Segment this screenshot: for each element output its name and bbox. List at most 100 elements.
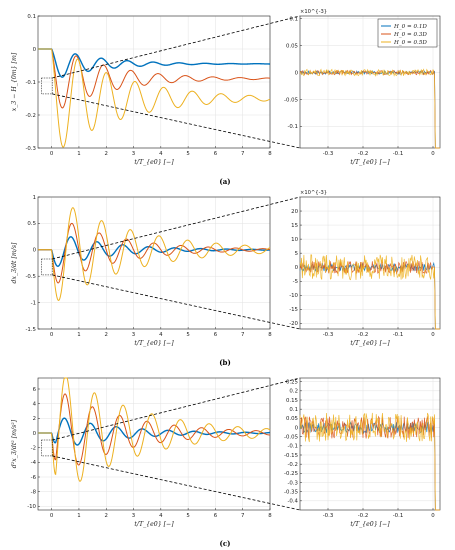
y-tick-label: 0 (33, 47, 37, 53)
y-tick-label: 10 (291, 237, 298, 243)
x-tick-label: -0.1 (393, 332, 404, 338)
x-tick-label: 2 (105, 513, 108, 519)
y-tick-label: -0.05 (284, 97, 298, 103)
x-tick-label: -0.2 (358, 332, 369, 338)
y-tick-label: 0.15 (286, 398, 298, 404)
x-axis-label: t/T_{e0} [−] (134, 159, 174, 166)
y-tick-label: -0.1 (287, 444, 298, 450)
y-axis-label: x_3 − H_{0m} [m] (11, 52, 18, 111)
x-tick-label: -0.3 (323, 513, 334, 519)
y-tick-label: 0.1 (289, 16, 298, 22)
y-tick-label: 0.2 (289, 389, 298, 395)
zoom-box (41, 258, 53, 276)
y-tick-label: 0 (33, 431, 37, 437)
y-tick-label: -5 (293, 279, 298, 285)
y-tick-label: 0.1 (289, 407, 298, 413)
zoom-connector (52, 455, 301, 511)
zoom-connector (52, 377, 301, 441)
x-tick-label: 0 (50, 151, 54, 157)
y-tick-label: 0.1 (27, 14, 36, 20)
x-tick-label: 6 (214, 151, 218, 157)
y-tick-label: -15 (289, 307, 298, 313)
series-line (299, 68, 440, 149)
y-tick-label: -0.25 (284, 471, 298, 477)
x-tick-label: -0.2 (358, 513, 369, 519)
x-tick-label: 5 (186, 151, 189, 157)
x-tick-label: 0 (431, 151, 435, 157)
y-tick-label: -0.35 (284, 489, 298, 495)
x-tick-label: -0.2 (358, 151, 369, 157)
y-tick-label: 0 (295, 70, 299, 76)
y-axis-label: dx_3/dt [m/s] (11, 242, 18, 284)
x-tick-label: 2 (105, 332, 108, 338)
y-tick-label: -1.5 (25, 327, 36, 333)
series-line (38, 48, 271, 148)
y-tick-label: 2 (33, 416, 36, 422)
y-tick-label: 0.5 (27, 221, 36, 227)
x-tick-label: 1 (77, 151, 80, 157)
x-tick-label: 0 (50, 332, 54, 338)
y-tick-label: 4 (33, 401, 37, 407)
zoom-box (41, 77, 53, 95)
zoom-connector (52, 274, 301, 330)
y-tick-label: -8 (31, 489, 37, 495)
x-tick-label: -0.1 (393, 151, 404, 157)
series-line (299, 412, 440, 511)
plot-frame (37, 377, 271, 511)
y-tick-label: -0.15 (284, 453, 298, 459)
y-tick-label: 0.05 (286, 43, 298, 49)
y-tick-label: 5 (295, 251, 298, 257)
y-tick-label: -0.3 (25, 146, 36, 152)
axis-exponent: ×10^{-3} (300, 9, 327, 15)
y-tick-label: -2 (31, 445, 36, 451)
plot-frame (37, 15, 271, 149)
x-tick-label: 3 (132, 332, 135, 338)
caption-a: (a) (219, 177, 230, 186)
y-tick-label: -0.1 (287, 124, 298, 130)
x-tick-label: 7 (241, 151, 244, 157)
legend-label: H_0 = 0.1D (393, 24, 427, 30)
y-tick-label: 6 (33, 387, 37, 393)
x-tick-label: 8 (268, 151, 272, 157)
x-tick-label: 4 (159, 151, 163, 157)
series-line (38, 236, 271, 267)
x-axis-label: t/T_{e0} [−] (134, 340, 174, 347)
x-axis-label: t/T_{e0} [−] (350, 521, 390, 528)
plot-frame (299, 15, 441, 149)
y-tick-label: 15 (291, 223, 298, 229)
x-tick-label: 7 (241, 332, 244, 338)
y-tick-label: -10 (289, 293, 298, 299)
zoom-box (41, 439, 53, 457)
x-tick-label: 0 (50, 513, 54, 519)
y-tick-label: -10 (27, 504, 36, 510)
y-tick-label: -1 (31, 300, 36, 306)
caption-b: (b) (219, 358, 231, 367)
y-tick-label: -0.3 (287, 480, 298, 486)
y-tick-label: 20 (291, 209, 298, 215)
series-line (38, 48, 271, 109)
y-tick-label: -4 (31, 460, 37, 466)
legend-label: H_0 = 0.3D (393, 32, 427, 38)
zoom-connector (52, 196, 301, 260)
y-tick-label: -6 (31, 475, 37, 481)
y-axis-label: d²x_3/dt² [m/s²] (11, 419, 18, 468)
x-tick-label: 3 (132, 151, 135, 157)
x-tick-label: -0.3 (323, 151, 334, 157)
y-tick-label: -0.5 (25, 274, 36, 280)
y-tick-label: -0.2 (25, 113, 36, 119)
y-tick-label: -0.2 (287, 462, 298, 468)
panel-a: 0 1 2 3 4 5 6 7 8 -0.3 -0.2 -0.1 0 0.1 t/T_{e0} [−] x_3… (11, 9, 441, 166)
x-tick-label: 0 (431, 513, 435, 519)
x-tick-label: 8 (268, 332, 272, 338)
x-tick-label: 2 (105, 151, 108, 157)
panel-c: 0 1 2 3 4 5 6 7 8 -10 -8 -6 -4 -2 0 2 4 6 t/T_{e0} [−] d²x_… (11, 377, 441, 528)
y-tick-label: 0.25 (286, 379, 298, 385)
series-line (299, 69, 440, 149)
series-line (38, 48, 270, 78)
x-tick-label: 5 (186, 513, 189, 519)
y-tick-label: -20 (289, 321, 298, 327)
x-axis-label: t/T_{e0} [−] (350, 159, 390, 166)
x-tick-label: 0 (431, 332, 435, 338)
y-tick-label: 1 (33, 195, 36, 201)
